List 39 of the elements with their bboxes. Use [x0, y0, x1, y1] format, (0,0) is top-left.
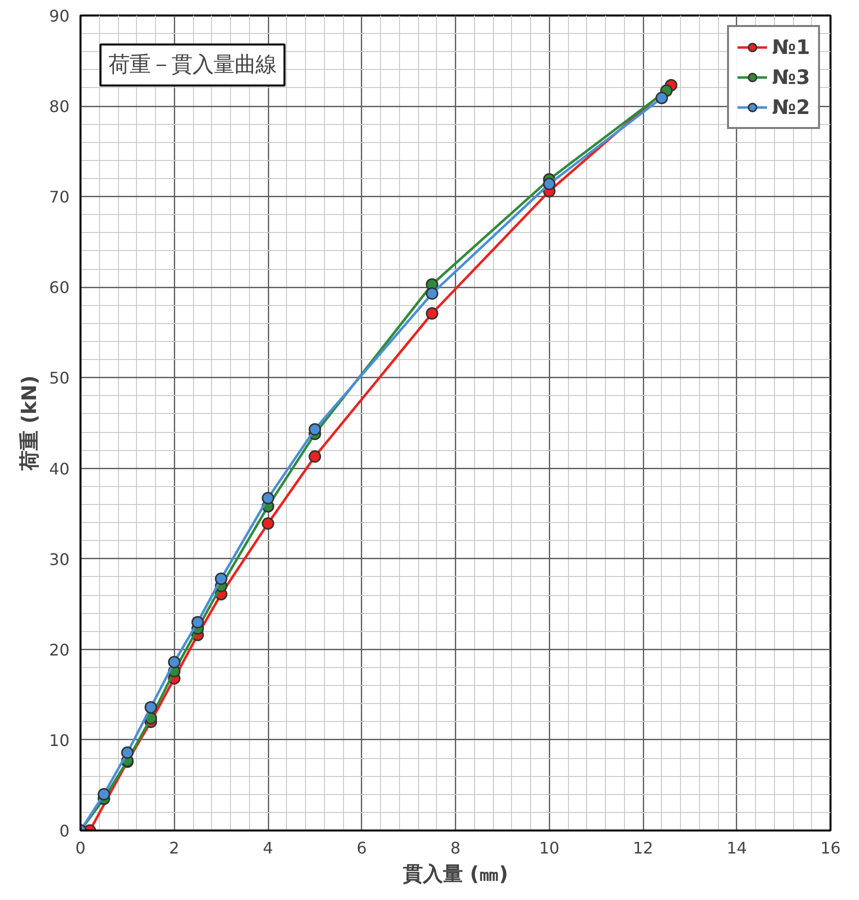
y-tick-label: 10	[49, 730, 70, 750]
legend-label: №3	[772, 65, 810, 89]
point	[543, 178, 556, 190]
y-tick-label: 60	[49, 278, 70, 298]
x-tick-label: 0	[75, 838, 86, 858]
y-tick-label: 30	[49, 550, 70, 569]
y-axis-title: 荷重 (kN)	[17, 375, 42, 472]
point	[144, 701, 158, 714]
point	[262, 517, 274, 530]
x-tick-label: 14	[726, 838, 747, 858]
y-tick-label: 40	[49, 459, 70, 478]
x-tick-label: 6	[356, 838, 367, 858]
x-tick-label: 16	[820, 838, 841, 858]
x-tick-label: 8	[450, 838, 461, 858]
legend-label: №1	[772, 35, 810, 59]
x-tick-label: 12	[632, 838, 654, 858]
point	[121, 746, 134, 759]
y-tick-label: 70	[49, 188, 70, 207]
point	[168, 656, 180, 668]
point	[308, 423, 322, 436]
y-tick-label: 90	[49, 6, 70, 26]
point	[191, 616, 204, 628]
text: 荷重－貫入量曲線	[108, 52, 276, 78]
y-tick-label: 80	[49, 97, 70, 116]
x-tick-label: 2	[169, 838, 180, 858]
point	[98, 788, 110, 801]
point	[426, 287, 438, 300]
point	[262, 492, 274, 504]
legend-label: №2	[772, 95, 810, 119]
y-tick-label: 50	[49, 368, 70, 388]
x-tick-label: 10	[539, 838, 560, 858]
y-tick-label: 20	[49, 640, 70, 660]
x-tick-label: 4	[262, 838, 274, 858]
point	[214, 572, 228, 585]
x-axis-title: 貫入量 (㎜)	[402, 862, 508, 886]
y-tick-label: 0	[59, 822, 70, 840]
point	[308, 450, 322, 463]
point	[426, 307, 438, 320]
point	[656, 92, 668, 104]
